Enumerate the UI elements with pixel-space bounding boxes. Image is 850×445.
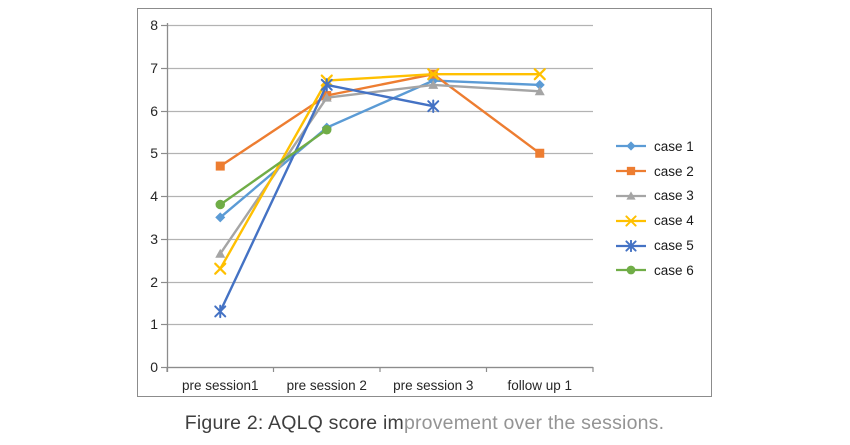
legend-item-case-4: case 4	[616, 208, 694, 233]
y-tick-label: 0	[150, 359, 158, 375]
y-tick-label: 4	[150, 188, 158, 204]
square-marker-icon	[616, 167, 646, 176]
triangle-marker-icon	[616, 191, 646, 200]
chart-legend: case 1 case 2 case 3 case 4 case 5 case 6	[616, 134, 694, 283]
legend-label: case 6	[654, 262, 694, 278]
figure-caption: Figure 2: AQLQ score improvement over th…	[137, 412, 712, 435]
y-tick-label: 7	[150, 59, 158, 76]
chart-outer-border	[137, 8, 712, 397]
legend-label: case 1	[654, 138, 694, 154]
y-tick-label: 5	[150, 145, 158, 162]
y-tick-label: 6	[150, 102, 158, 119]
x-category-label: pre session 3	[393, 378, 474, 393]
legend-label: case 3	[654, 188, 694, 204]
legend-item-case-3: case 3	[616, 184, 694, 209]
x-category-label: follow up 1	[507, 378, 573, 393]
figure-caption-end: provement over the sessions.	[403, 412, 665, 434]
y-tick-label: 3	[150, 230, 158, 247]
legend-item-case-5: case 5	[616, 233, 694, 258]
y-tick-label: 2	[150, 273, 158, 290]
legend-label: case 2	[654, 163, 694, 179]
figure-caption-start: Figure 2: AQLQ score im	[184, 412, 404, 434]
diamond-marker-icon	[616, 141, 646, 151]
x-category-label: pre session 2	[286, 378, 367, 393]
x-marker-icon	[616, 215, 646, 227]
y-tick-label: 1	[150, 316, 158, 333]
legend-item-case-6: case 6	[616, 258, 694, 283]
asterisk-marker-icon	[616, 239, 646, 252]
legend-label: case 5	[654, 238, 694, 254]
legend-item-case-1: case 1	[616, 134, 694, 159]
y-tick-label: 8	[150, 17, 158, 33]
x-category-label: pre session1	[181, 378, 259, 393]
legend-label: case 4	[654, 213, 694, 229]
circle-marker-icon	[616, 266, 646, 275]
legend-item-case-2: case 2	[616, 159, 694, 184]
